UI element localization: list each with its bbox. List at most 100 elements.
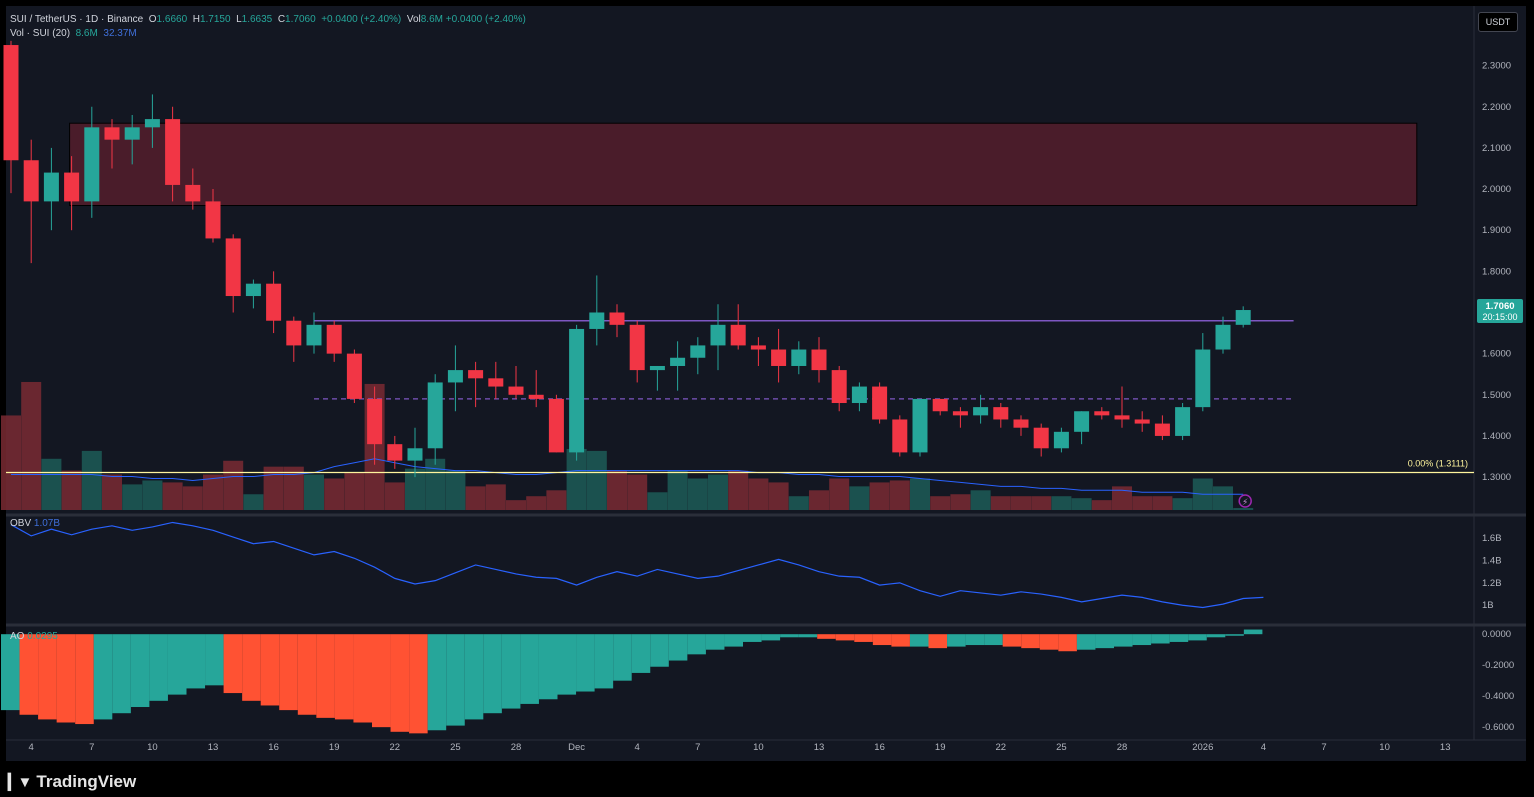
ao-bar <box>260 634 280 706</box>
ao-bar <box>1169 634 1189 642</box>
time-tick-label: 13 <box>814 742 825 753</box>
candle-body <box>1134 419 1150 424</box>
time-tick-label: 7 <box>695 742 700 753</box>
supply-zone <box>69 122 1418 207</box>
volume-bar <box>607 470 627 510</box>
ao-bar <box>409 634 428 734</box>
last-price-badge <box>1477 299 1523 324</box>
ao-bar <box>909 634 929 647</box>
volume-bar <box>122 484 143 510</box>
ao-bar <box>650 634 669 667</box>
time-tick-label: 19 <box>329 742 340 753</box>
candle-body <box>64 172 80 202</box>
volume-bar <box>1152 496 1173 510</box>
candle-body <box>892 419 908 453</box>
ao-bar <box>817 634 836 639</box>
price-tick-label: 1.9000 <box>1482 225 1511 236</box>
volume-bar <box>425 458 446 510</box>
volume-bar <box>526 496 547 510</box>
price-tick-label: 1.4000 <box>1482 431 1511 442</box>
ao-bar <box>427 634 447 731</box>
ao-bar <box>965 634 985 646</box>
time-tick-label: 2026 <box>1192 742 1213 753</box>
obv-tick-label: 1.4B <box>1482 555 1502 566</box>
ao-bar <box>631 634 651 673</box>
ao-bar <box>390 634 410 732</box>
ao-bar <box>687 634 706 655</box>
volume-bar <box>1112 486 1132 510</box>
volume-bar <box>182 486 203 510</box>
ao-bar <box>242 634 261 701</box>
time-tick-label: 4 <box>635 742 640 753</box>
candle-body <box>427 382 443 449</box>
candle-body <box>367 398 383 445</box>
volume-bar <box>829 478 850 510</box>
candle-body <box>346 353 362 399</box>
ao-bar <box>372 634 391 728</box>
volume-bar <box>708 474 728 510</box>
price-tick-label: 2.2000 <box>1482 102 1511 113</box>
ao-bar <box>353 634 372 723</box>
ao-bar <box>334 634 354 720</box>
ao-bar <box>464 634 484 720</box>
candle-body <box>730 324 746 346</box>
time-tick-label: 22 <box>390 742 401 753</box>
volume-bar <box>849 486 870 510</box>
volume-bar <box>243 494 264 510</box>
volume-bar <box>102 474 122 510</box>
ao-value: 0.0295 <box>27 631 58 642</box>
lightning-icon <box>1238 494 1252 508</box>
ao-bar <box>279 634 298 711</box>
candle-body <box>43 172 59 202</box>
candle-body <box>488 378 504 387</box>
candle-body <box>104 127 120 140</box>
volume-sma-value2: 32.37M <box>103 28 137 39</box>
ao-bar <box>798 634 818 638</box>
c-label: C <box>277 14 286 25</box>
ao-bar <box>594 634 614 689</box>
candle-body <box>306 324 322 346</box>
volume-bar <box>687 478 708 510</box>
ao-bar <box>205 634 224 686</box>
candle-body <box>1094 411 1110 416</box>
tradingview-logo[interactable]: ▎▼ TradingView <box>8 772 136 792</box>
fib-level-label: 0.00% (1.3111) <box>1408 459 1468 469</box>
candle-body <box>165 119 181 185</box>
ao-bar <box>743 634 762 642</box>
ao-bar <box>1021 634 1040 649</box>
candle-body <box>1013 419 1029 428</box>
volume-bar <box>445 470 466 510</box>
candle-body <box>1154 423 1170 436</box>
ao-bar <box>928 634 948 649</box>
countdown-value: 20:15:00 <box>1482 312 1517 322</box>
candle-body <box>872 386 888 420</box>
candle-body <box>750 345 766 350</box>
volume-bar <box>344 472 365 510</box>
c-value: 1.7060 <box>285 14 316 25</box>
ao-bar <box>38 634 57 720</box>
time-tick-label: 4 <box>29 742 34 753</box>
ao-bar <box>520 634 539 704</box>
ao-bar <box>297 634 317 715</box>
volume-bar <box>768 482 789 510</box>
volume-bar <box>223 460 244 510</box>
volume-bar <box>283 466 304 510</box>
ao-bar <box>1058 634 1077 652</box>
candle-body <box>629 324 645 371</box>
volume-bar <box>304 474 324 510</box>
candle-body <box>952 411 968 416</box>
h-label: H <box>192 14 200 25</box>
vol-label: Vol <box>406 14 421 25</box>
ao-bar <box>724 634 743 647</box>
volume-bar <box>1132 496 1153 510</box>
volume-bar <box>1011 496 1031 510</box>
time-tick-label: Dec <box>568 742 585 753</box>
symbol-title: SUI / TetherUS · 1D · Binance <box>10 14 144 25</box>
ao-tick-label: -0.4000 <box>1482 691 1514 702</box>
currency-button[interactable]: USDT <box>1478 12 1518 32</box>
ao-bar <box>93 634 113 720</box>
candle-body <box>569 328 585 453</box>
volume-bar <box>485 484 506 510</box>
candle-body <box>831 370 847 404</box>
